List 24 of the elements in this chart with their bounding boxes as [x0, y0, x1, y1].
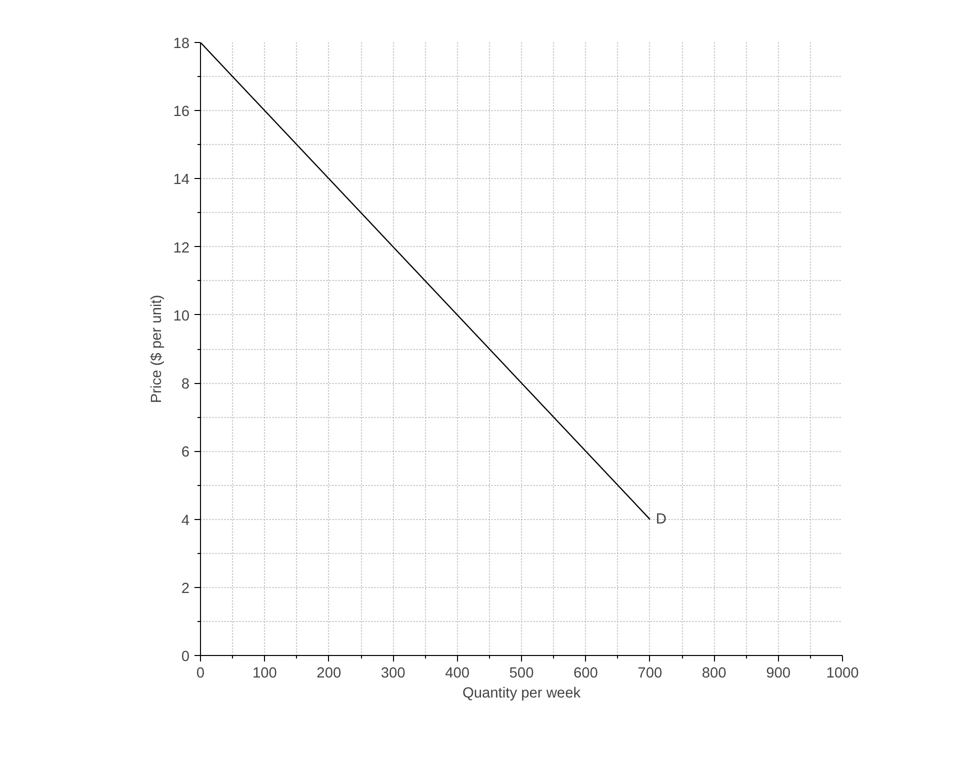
y-tick-label: 16: [173, 104, 190, 120]
y-tick-label: 4: [181, 512, 190, 529]
x-axis-title: Quantity per week: [462, 686, 582, 702]
x-tick-label: 900: [766, 666, 791, 682]
x-tick-label: 400: [445, 666, 470, 682]
x-tick-label: 100: [252, 666, 277, 682]
y-tick-label: 6: [181, 444, 190, 461]
x-tick-label: 500: [509, 666, 534, 682]
y-tick-label: 8: [181, 376, 190, 393]
y-tick-label: 14: [173, 172, 190, 188]
x-tick-label: 200: [316, 666, 342, 682]
x-tick-label: 800: [702, 666, 726, 682]
x-tick-label: 0: [196, 666, 205, 682]
x-tick-label: 700: [638, 666, 662, 682]
y-tick-label: 2: [181, 580, 190, 597]
annotation: D: [656, 511, 666, 528]
y-tick-label: 0: [181, 649, 190, 665]
x-tick-label: 600: [573, 666, 598, 682]
y-tick-label: 12: [173, 240, 190, 256]
x-tick-label: 1000: [826, 666, 859, 682]
y-tick-label: 10: [173, 308, 190, 324]
x-tick-label: 300: [380, 666, 406, 682]
y-tick-label: 18: [173, 36, 190, 52]
y-axis-title: Price ($ per unit): [149, 294, 166, 404]
